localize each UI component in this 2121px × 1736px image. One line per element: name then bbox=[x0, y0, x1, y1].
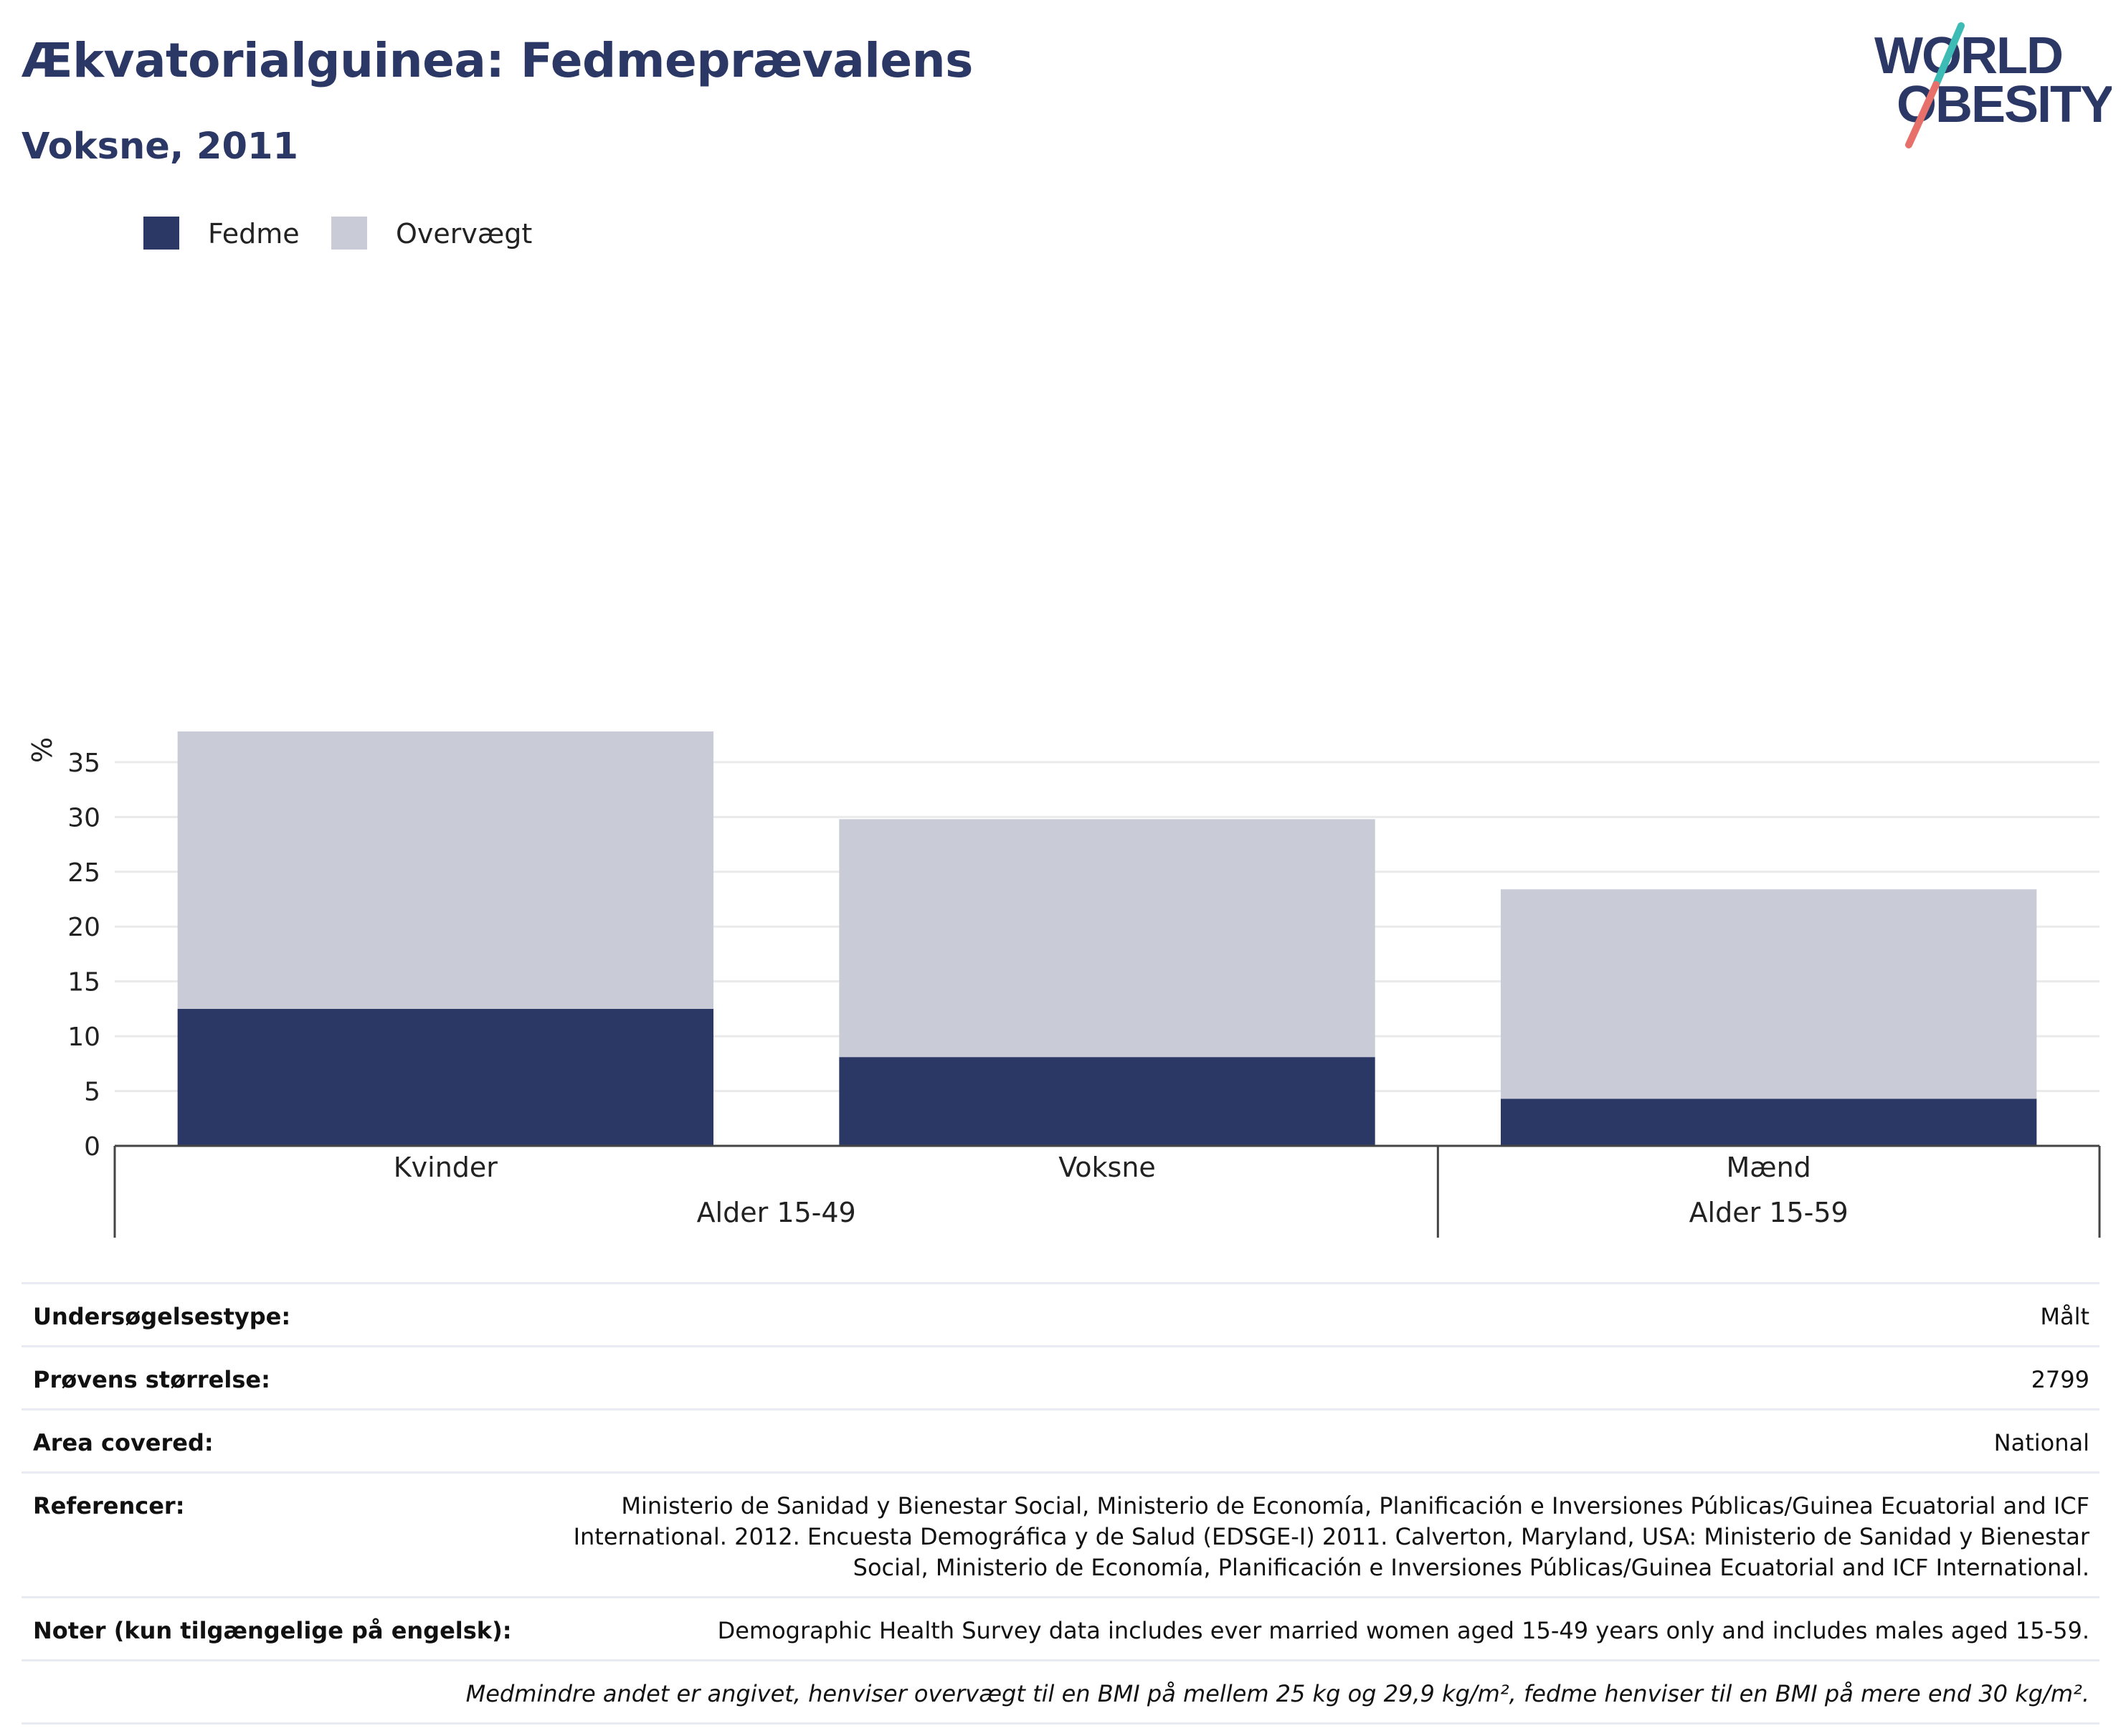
x-tick-label-maend: Mænd bbox=[1727, 1152, 1811, 1183]
stacked-bar-chart: 0 5 10 15 20 25 30 35 Kvinder Voksne Mænd Alder 15-… bbox=[27, 731, 2101, 1238]
info-label: Prøvens størrelse: bbox=[33, 1366, 270, 1393]
y-axis-label: % bbox=[27, 737, 58, 763]
x-group-label-alder-15-59: Alder 15-59 bbox=[1689, 1197, 1849, 1228]
world-obesity-logo: WORLD OBESITY bbox=[1874, 22, 2112, 148]
bar-overvaegt-maend[interactable] bbox=[1500, 889, 2037, 1099]
info-row: Referencer: Ministerio de Sanidad y Biene… bbox=[22, 1471, 2099, 1596]
logo-slash-coral bbox=[1905, 81, 1940, 148]
bar-overvaegt-voksne[interactable] bbox=[839, 819, 1375, 1058]
x-tick-label-voksne: Voksne bbox=[1058, 1152, 1156, 1183]
info-table: Undersøgelsestype: Målt Prøvens størrelse:… bbox=[22, 1282, 2099, 1725]
info-label: Undersøgelsestype: bbox=[33, 1303, 291, 1330]
axes: 0 5 10 15 20 25 30 35 Kvinder Voksne Mænd Alder 15-… bbox=[67, 749, 2101, 1238]
y-tick-label: 10 bbox=[67, 1023, 100, 1052]
bar-fedme-maend[interactable] bbox=[1500, 1099, 2037, 1146]
legend-swatch-fedme bbox=[143, 217, 179, 250]
info-value: Målt bbox=[2040, 1303, 2089, 1330]
footnote: Medmindre andet er angivet, henviser ove… bbox=[465, 1680, 2089, 1707]
bars bbox=[177, 731, 2037, 1146]
info-label: Area covered: bbox=[33, 1429, 214, 1456]
y-tick-label: 5 bbox=[84, 1078, 100, 1107]
info-value: National bbox=[1993, 1429, 2089, 1456]
info-row: Prøvens størrelse: 2799 bbox=[22, 1345, 2099, 1408]
footnote-row: Medmindre andet er angivet, henviser ove… bbox=[22, 1659, 2099, 1725]
info-row: Area covered: National bbox=[22, 1408, 2099, 1471]
y-tick-label: 20 bbox=[67, 913, 100, 942]
info-value: Demographic Health Survey data includes … bbox=[717, 1617, 2089, 1644]
bar-overvaegt-kvinder[interactable] bbox=[177, 731, 714, 1009]
y-tick-label: 0 bbox=[84, 1132, 100, 1162]
logo-word-world: WORLD bbox=[1874, 27, 2062, 85]
info-row: Noter (kun tilgængelige på engelsk): Demo… bbox=[22, 1596, 2099, 1659]
legend-label-overvaegt: Overvægt bbox=[396, 218, 533, 250]
legend-label-fedme: Fedme bbox=[208, 218, 300, 250]
info-value: Ministerio de Sanidad y Bienestar Social… bbox=[573, 1492, 2089, 1581]
x-tick-label-kvinder: Kvinder bbox=[394, 1152, 498, 1183]
y-tick-label: 30 bbox=[67, 803, 100, 833]
bar-fedme-kvinder[interactable] bbox=[177, 1008, 714, 1146]
info-value: 2799 bbox=[2031, 1366, 2089, 1393]
chart-title: Ækvatorialguinea: Fedmeprævalens bbox=[22, 33, 973, 88]
info-row: Undersøgelsestype: Målt bbox=[22, 1282, 2099, 1345]
bar-fedme-voksne[interactable] bbox=[839, 1057, 1375, 1146]
legend-swatch-overvaegt bbox=[331, 217, 367, 250]
y-tick-label: 15 bbox=[67, 968, 100, 997]
chart-subtitle: Voksne, 2011 bbox=[22, 125, 298, 168]
info-label: Referencer: bbox=[33, 1492, 185, 1519]
info-label: Noter (kun tilgængelige på engelsk): bbox=[33, 1617, 512, 1644]
logo-slash-teal bbox=[1932, 22, 1965, 88]
y-tick-label: 35 bbox=[67, 749, 100, 778]
y-tick-label: 25 bbox=[67, 858, 100, 888]
x-group-label-alder-15-49: Alder 15-49 bbox=[697, 1197, 856, 1228]
